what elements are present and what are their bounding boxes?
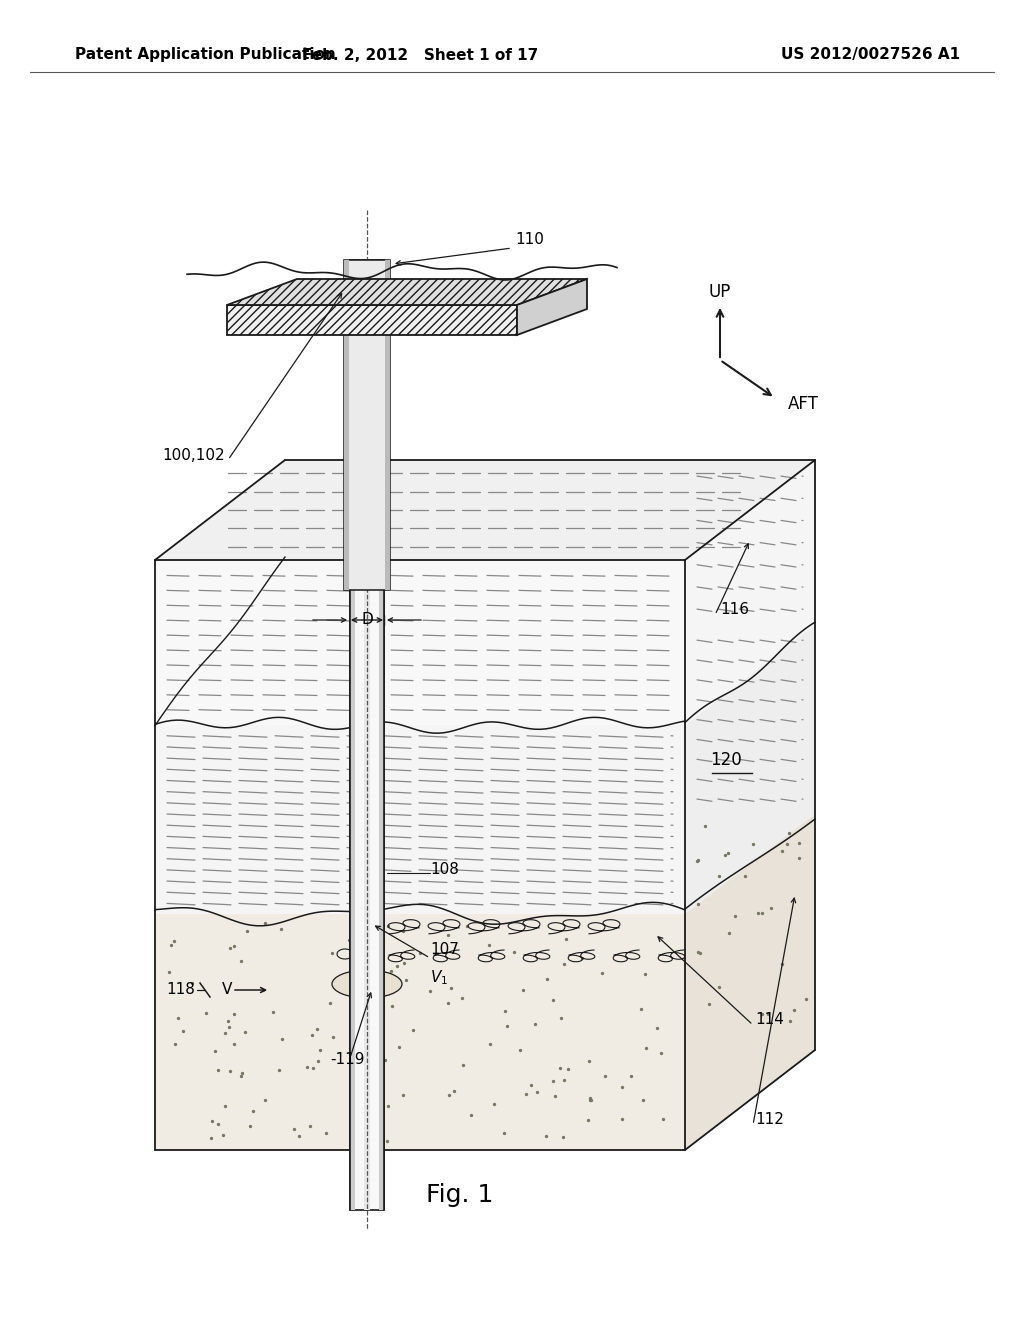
Text: 108: 108 <box>430 862 459 878</box>
Polygon shape <box>685 459 815 725</box>
Polygon shape <box>517 279 587 335</box>
Polygon shape <box>364 260 370 1210</box>
Text: D: D <box>361 612 373 627</box>
Polygon shape <box>155 560 685 725</box>
Polygon shape <box>155 725 685 913</box>
Text: 100,102: 100,102 <box>163 447 225 462</box>
Text: 110: 110 <box>515 232 544 248</box>
Text: AFT: AFT <box>788 395 819 413</box>
Polygon shape <box>685 626 815 913</box>
Polygon shape <box>227 279 587 305</box>
Text: 107: 107 <box>430 942 459 957</box>
Polygon shape <box>379 260 384 1210</box>
Text: Patent Application Publication: Patent Application Publication <box>75 48 336 62</box>
Ellipse shape <box>332 970 402 998</box>
Text: 118: 118 <box>166 982 195 998</box>
Text: Feb. 2, 2012   Sheet 1 of 17: Feb. 2, 2012 Sheet 1 of 17 <box>302 48 539 62</box>
Polygon shape <box>344 260 390 590</box>
Polygon shape <box>350 230 384 1210</box>
Polygon shape <box>685 459 815 725</box>
Text: 120: 120 <box>710 751 741 770</box>
Text: UP: UP <box>709 282 731 301</box>
Polygon shape <box>227 305 517 335</box>
Polygon shape <box>685 814 815 1150</box>
Text: 114: 114 <box>755 1012 784 1027</box>
Text: $V_1$: $V_1$ <box>430 969 449 987</box>
Text: V: V <box>222 982 232 998</box>
Polygon shape <box>350 260 384 1210</box>
Text: Fig. 1: Fig. 1 <box>426 1183 494 1206</box>
Text: US 2012/0027526 A1: US 2012/0027526 A1 <box>781 48 961 62</box>
Polygon shape <box>155 459 815 560</box>
Text: 112: 112 <box>755 1113 784 1127</box>
Text: -119: -119 <box>330 1052 365 1068</box>
Polygon shape <box>385 260 390 590</box>
Text: 116: 116 <box>720 602 749 618</box>
Polygon shape <box>155 913 685 1150</box>
Polygon shape <box>344 260 349 590</box>
Polygon shape <box>350 260 355 1210</box>
